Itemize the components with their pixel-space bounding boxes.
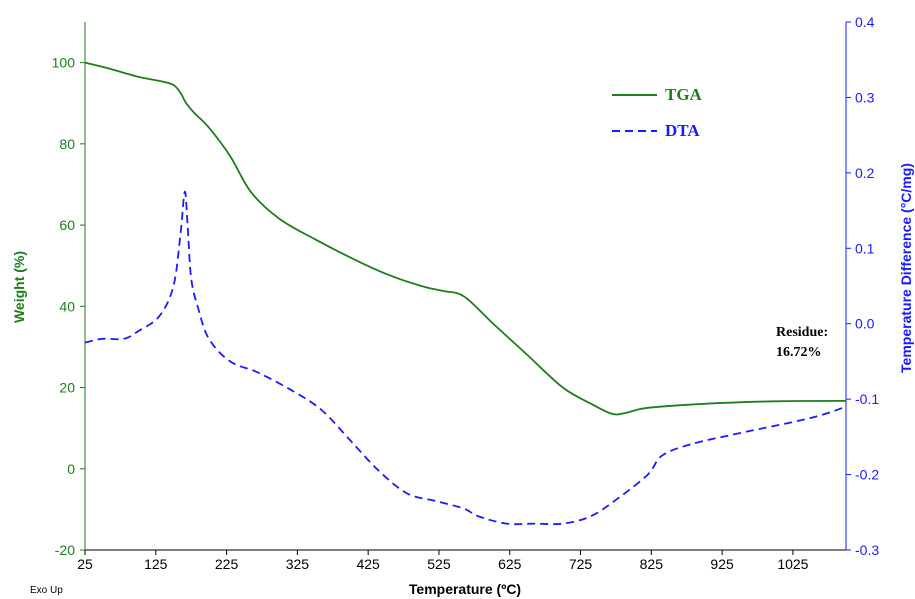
chart-legend: TGA DTA [612, 85, 703, 140]
x-tick-label: 425 [356, 556, 380, 572]
x-tick-label: 825 [640, 556, 664, 572]
x-axis-title: Temperature (ºC) [409, 581, 521, 597]
series-line-dta [84, 190, 847, 526]
legend-label-dta: DTA [665, 121, 700, 140]
left-tick-label: 20 [59, 380, 75, 396]
x-tick-label: 325 [286, 556, 310, 572]
legend-label-tga: TGA [665, 85, 703, 104]
residue-label: Residue: [776, 325, 828, 340]
right-axis-title: Temperature Difference (°C/mg) [898, 163, 914, 373]
residue-annotation: Residue: 16.72% [776, 325, 828, 360]
right-tick-label: 0.2 [855, 165, 875, 181]
left-tick-label: 80 [59, 136, 75, 152]
left-tick-label: -20 [55, 542, 75, 558]
residue-value: 16.72% [776, 345, 822, 360]
x-tick-label: 525 [427, 556, 451, 572]
right-tick-label: 0.4 [855, 14, 875, 30]
chart-axes [84, 22, 847, 551]
right-tick-label: 0.0 [855, 316, 875, 332]
right-tick-label: 0.3 [855, 89, 875, 105]
right-tick-label: -0.3 [855, 542, 879, 558]
exo-up-note: Exo Up [30, 585, 63, 596]
left-tick-label: 60 [59, 217, 75, 233]
left-tick-label: 40 [59, 298, 75, 314]
right-tick-label: 0.1 [855, 240, 875, 256]
x-tick-label: 225 [215, 556, 239, 572]
x-tick-label: 725 [569, 556, 593, 572]
x-tick-label: 25 [77, 556, 93, 572]
left-axis-title: Weight (%) [11, 251, 27, 323]
right-tick-label: -0.2 [855, 467, 879, 483]
x-tick-label: 625 [498, 556, 522, 572]
left-tick-label: 0 [67, 461, 75, 477]
x-tick-label: 925 [710, 556, 734, 572]
left-tick-label: 100 [52, 55, 76, 71]
x-tick-label: 125 [144, 556, 168, 572]
chart-series [84, 61, 847, 526]
right-tick-label: -0.1 [855, 391, 879, 407]
chart-ticks: 25 125 225 325 425 525 625 725 825 925 1025 100 80 60… [52, 14, 880, 572]
x-tick-label: 1025 [777, 556, 808, 572]
series-line-tga [84, 61, 847, 416]
